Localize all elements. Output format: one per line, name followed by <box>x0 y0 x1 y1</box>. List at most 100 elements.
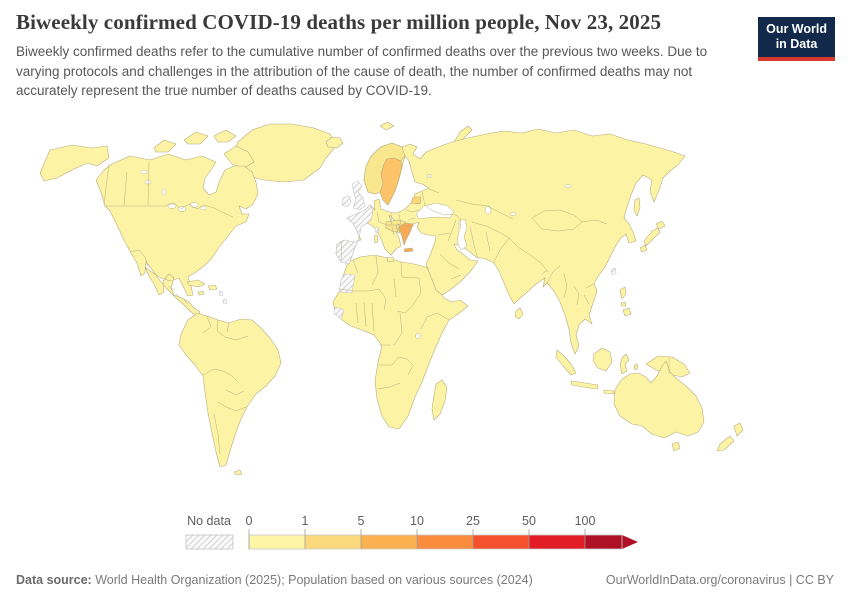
arctic-island-2 <box>183 131 209 145</box>
philippines-luzon <box>619 286 627 300</box>
island-sicily <box>386 256 395 263</box>
chart-header: Biweekly confirmed COVID-19 deaths per m… <box>16 10 756 101</box>
island-svalbard <box>379 121 395 131</box>
island-jamaica <box>197 290 205 296</box>
borders-central-america <box>167 285 189 305</box>
island-falklands <box>233 469 243 476</box>
caspian-sea <box>456 218 468 251</box>
philippines-mindanao <box>622 307 632 317</box>
lake-baikal <box>564 184 572 188</box>
south-america <box>178 312 282 468</box>
data-source-label: Data source: <box>16 573 92 587</box>
borders-kazakhstan <box>455 199 514 239</box>
island-cuba <box>186 279 206 288</box>
page-title: Biweekly confirmed COVID-19 deaths per m… <box>16 10 662 34</box>
legend-tick-100: 100 <box>575 514 596 528</box>
great-lake-2 <box>177 206 187 212</box>
eurasia-mainland <box>335 128 686 355</box>
legend-tick-10: 10 <box>410 514 424 528</box>
africa <box>332 254 469 430</box>
legend-bucket-10-25[interactable] <box>417 535 473 549</box>
legend-bucket-5-10[interactable] <box>361 535 417 549</box>
legend-tick-5: 5 <box>358 514 365 528</box>
data-source-text: World Health Organization (2025); Popula… <box>95 573 533 587</box>
island-moluccas <box>633 363 639 371</box>
aral-sea <box>484 205 492 215</box>
borders-east-africa <box>396 277 450 330</box>
country-sweden[interactable] <box>379 157 403 206</box>
border-us-mexico <box>129 249 149 267</box>
borders-arabia <box>439 253 462 280</box>
border-alaska-canada <box>103 163 110 205</box>
lake-great-bear <box>140 169 148 175</box>
philippines-visayas <box>620 301 627 307</box>
legend-bucket-100-plus[interactable] <box>585 535 622 549</box>
great-lake-4 <box>199 205 207 211</box>
map-legend[interactable]: No data 0 1 5 10 25 50 100 <box>180 506 660 556</box>
legend-no-data-label: No data <box>187 514 231 528</box>
borders-europe-east <box>405 188 440 213</box>
island-hispaniola <box>207 284 218 291</box>
license-note[interactable]: OurWorldInData.org/coronavirus | CC BY <box>605 573 834 587</box>
borders-central-africa <box>379 312 403 346</box>
island-tasmania <box>671 441 681 452</box>
legend-svg[interactable]: No data 0 1 5 10 25 50 100 <box>180 506 660 556</box>
borders-europe-west <box>340 211 402 262</box>
borders-southeast-asia <box>541 265 595 306</box>
japan-kyushu <box>639 244 648 253</box>
owid-logo-line1: Our World <box>766 22 827 36</box>
data-source-note: Data source: World Health Organization (… <box>16 573 533 587</box>
borders-south-america-north <box>202 315 249 341</box>
caribbean-islet-1 <box>218 290 224 297</box>
borders-europe-central <box>378 217 416 236</box>
borders-west-africa <box>378 278 397 311</box>
legend-bucket-0-1[interactable] <box>249 535 305 549</box>
world-map-svg[interactable] <box>8 114 770 514</box>
legend-bucket-50-100[interactable] <box>529 535 585 549</box>
borders-caucasus <box>432 210 462 230</box>
island-sri-lanka <box>514 307 524 320</box>
island-baffin <box>223 145 255 169</box>
country-borders <box>103 161 670 455</box>
legend-tick-25: 25 <box>466 514 480 528</box>
border-himalaya <box>493 237 549 273</box>
legend-bucket-1-5[interactable] <box>305 535 361 549</box>
borders-middle-east <box>437 219 491 260</box>
country-madagascar <box>431 379 448 421</box>
border-canada-prov-1 <box>123 171 128 206</box>
borders-north-africa <box>352 255 420 286</box>
chart-footer: Data source: World Health Organization (… <box>16 573 834 587</box>
lake-ladoga <box>426 173 432 179</box>
country-greece[interactable] <box>398 222 414 253</box>
nz-south-island <box>716 435 735 452</box>
greece-mainland <box>398 222 414 246</box>
borders-sahel <box>339 288 380 332</box>
legend-tick-marks <box>248 529 586 549</box>
caribbean-islet-2 <box>222 298 228 305</box>
legend-bucket-25-50[interactable] <box>473 535 529 549</box>
owid-logo[interactable]: Our World in Data <box>758 17 835 61</box>
lake-winnipeg <box>161 188 167 196</box>
legend-tick-0: 0 <box>246 514 253 528</box>
arctic-island-1 <box>153 139 177 153</box>
japan-hokkaido <box>655 220 666 230</box>
world-map[interactable] <box>8 114 770 514</box>
legend-no-data-swatch[interactable] <box>185 534 234 550</box>
island-sumatra <box>555 349 577 376</box>
owid-logo-line2: in Data <box>775 36 818 51</box>
country-alaska <box>39 144 110 182</box>
borders-south-america-south <box>213 401 247 455</box>
landmasses-default[interactable] <box>39 121 744 476</box>
great-lake-1 <box>167 203 177 209</box>
japan-honshu <box>643 227 661 247</box>
island-corsica <box>374 226 380 234</box>
nz-north-island <box>733 422 744 437</box>
legend-tick-1: 1 <box>302 514 309 528</box>
chart-subtitle: Biweekly confirmed deaths refer to the c… <box>16 44 708 99</box>
country-united-kingdom <box>351 180 366 211</box>
greece-crete <box>403 247 414 253</box>
borders-south-america-west <box>202 368 245 396</box>
no-data-countries[interactable] <box>218 180 617 320</box>
legend-arrow <box>622 535 638 549</box>
country-latvia[interactable] <box>410 196 422 205</box>
